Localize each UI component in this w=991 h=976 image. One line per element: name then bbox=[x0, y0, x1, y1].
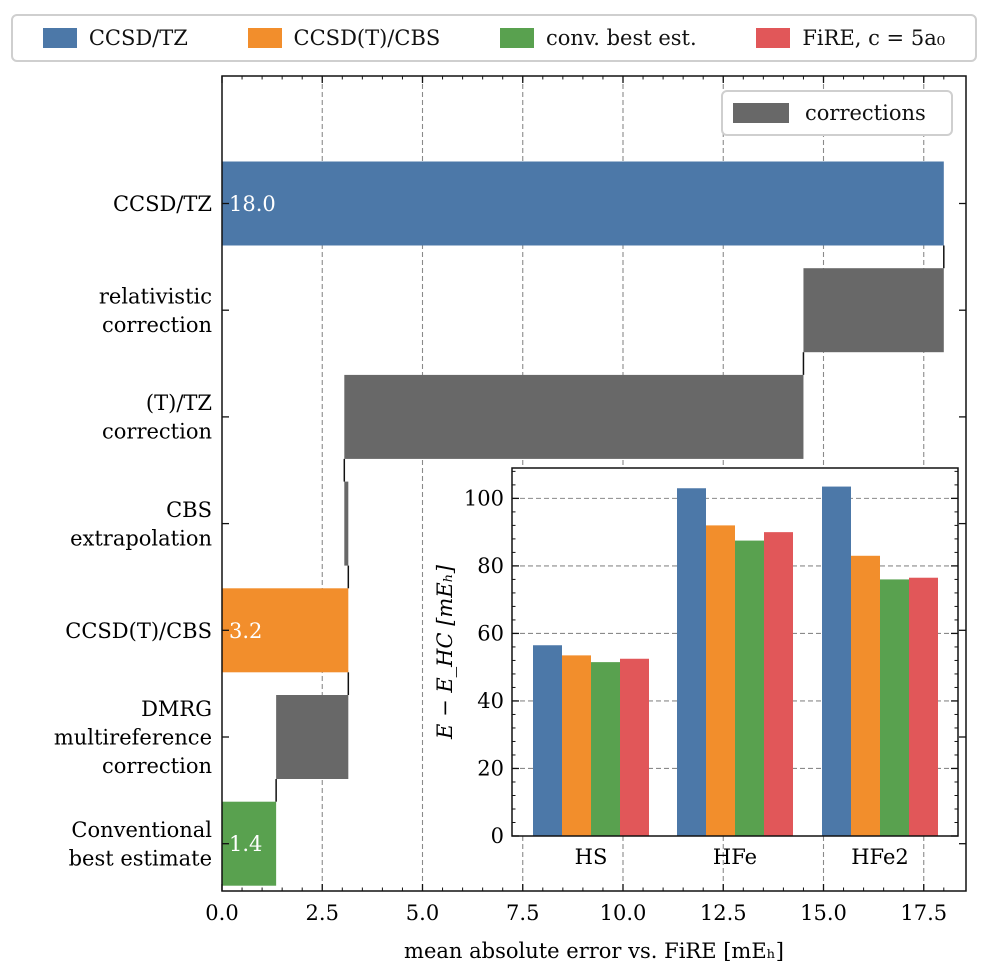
bar-value-label: 3.2 bbox=[229, 619, 262, 643]
legend-label: corrections bbox=[805, 101, 926, 125]
x-tick-label: 10.0 bbox=[600, 901, 647, 925]
inset-bar-hfe2-ccsd-tz bbox=[822, 486, 851, 836]
inset-bars bbox=[533, 486, 938, 836]
main-plot-frame bbox=[221, 75, 967, 892]
inset-y-tick-label: 40 bbox=[477, 689, 504, 713]
category-label-dmrg-multireference-correction: DMRG multireference correction bbox=[54, 697, 212, 778]
legend-label: conv. best est. bbox=[545, 26, 697, 50]
inset-x-tick-label: HFe2 bbox=[851, 845, 909, 869]
legend-swatch bbox=[42, 28, 77, 48]
legend-swatch bbox=[247, 28, 282, 48]
inset-plot-frame bbox=[511, 467, 959, 837]
inset-bar-hfe2-fire-c-5a bbox=[909, 577, 938, 836]
x-tick-label: 15.0 bbox=[800, 901, 847, 925]
bar-ccsd-tz bbox=[222, 161, 944, 246]
legend-item-ccsd-tz: CCSD/TZ bbox=[42, 26, 188, 50]
x-tick-label: 5.0 bbox=[406, 901, 439, 925]
inset-x-tick-label: HFe bbox=[713, 845, 757, 869]
inset-y-axis-label: E − E_HC [mEₕ] bbox=[433, 564, 457, 740]
category-label-ccsd-t-cbs: CCSD(T)/CBS bbox=[65, 619, 212, 643]
category-label-t-tz-correction: (T)/TZ correction bbox=[102, 391, 212, 444]
inset-y-tick-label: 60 bbox=[477, 621, 504, 645]
inset-bar-hfe-ccsd-tz bbox=[677, 488, 706, 836]
inset-bar-hfe-conv-best-est bbox=[735, 540, 764, 836]
legend-swatch bbox=[733, 103, 789, 123]
inset-y-tick-label: 100 bbox=[464, 486, 504, 510]
inset-y-tick-label: 0 bbox=[491, 824, 504, 848]
legend-item-conv-best-est: conv. best est. bbox=[499, 26, 697, 50]
inset-x-tick-label: HS bbox=[575, 845, 608, 869]
main-step-lines bbox=[275, 245, 945, 802]
x-tick-label: 12.5 bbox=[700, 901, 747, 925]
bar-value-label: 1.4 bbox=[229, 832, 262, 856]
legend-swatch bbox=[499, 28, 534, 48]
legend-label: CCSD(T)/CBS bbox=[293, 26, 441, 50]
category-label-cbs-extrapolation: CBS extrapolation bbox=[70, 498, 212, 551]
inset-bar-hs-ccsd-t-cbs bbox=[562, 655, 591, 836]
inset-bar-hs-ccsd-tz bbox=[533, 645, 562, 836]
inset-bar-hfe-fire-c-5a bbox=[764, 532, 793, 836]
inset-ticks: 0 20 40 60 80 100 HS HFe HFe2 bbox=[464, 470, 958, 869]
main-value-labels: 18.0 3.2 1.4 bbox=[229, 192, 276, 856]
bar-t-tz-correction bbox=[344, 374, 804, 459]
legend-item-fire: FiRE, c = 5a₀ bbox=[756, 26, 945, 50]
bar-ccsd-t-cbs bbox=[222, 588, 349, 673]
inset-y-tick-label: 80 bbox=[477, 554, 504, 578]
x-tick-label: 7.5 bbox=[506, 901, 539, 925]
inset-bar-hfe-ccsd-t-cbs bbox=[706, 525, 735, 836]
category-label-relativistic-correction: relativistic correction bbox=[99, 284, 212, 337]
main-x-axis-label: mean absolute error vs. FiRE [mEₕ] bbox=[404, 939, 784, 963]
x-tick-label: 17.5 bbox=[900, 901, 947, 925]
bar-dmrg-multireference-correction bbox=[276, 695, 349, 779]
legend-swatch bbox=[756, 28, 791, 48]
bar-conventional-best-estimate bbox=[222, 801, 277, 886]
main-bars bbox=[222, 161, 944, 886]
bar-value-label: 18.0 bbox=[229, 192, 276, 216]
main-y-ticks: CCSD/TZ relativistic correction (T)/TZ corre… bbox=[54, 192, 966, 870]
category-label-conventional-best-estimate: Conventional best estimate bbox=[69, 818, 213, 871]
legend-item-ccsd-t-cbs: CCSD(T)/CBS bbox=[247, 26, 441, 50]
inset-y-tick-label: 20 bbox=[477, 756, 504, 780]
category-label-ccsd-tz: CCSD/TZ bbox=[113, 192, 212, 216]
inset-bar-hfe2-ccsd-t-cbs bbox=[851, 555, 880, 836]
bar-relativistic-correction bbox=[803, 268, 944, 353]
corrections-legend: corrections bbox=[721, 90, 953, 136]
bar-cbs-extrapolation bbox=[344, 481, 349, 566]
main-x-ticks: 0.0 2.5 5.0 7.5 10.0 12.5 15.0 17.5 bbox=[205, 76, 947, 925]
legend-label: CCSD/TZ bbox=[88, 26, 188, 50]
x-tick-label: 0.0 bbox=[205, 901, 238, 925]
legend-label: FiRE, c = 5a₀ bbox=[802, 26, 946, 50]
inset-bar-hs-conv-best-est bbox=[591, 662, 620, 836]
x-tick-label: 2.5 bbox=[306, 901, 339, 925]
top-legend: CCSD/TZ CCSD(T)/CBS conv. best est. FiRE… bbox=[11, 14, 977, 62]
inset-bar-hfe2-conv-best-est bbox=[880, 579, 909, 836]
inset-bar-hs-fire-c-5a bbox=[620, 658, 649, 836]
